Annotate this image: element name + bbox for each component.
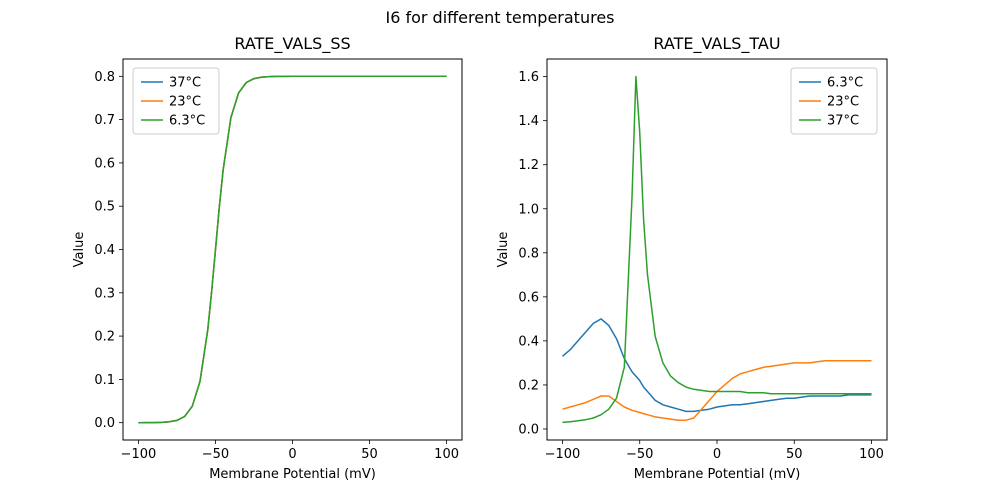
y-tick-label: 0.6 <box>94 156 115 171</box>
x-tick-label: 100 <box>859 447 884 462</box>
plot-title: RATE_VALS_TAU <box>653 34 780 54</box>
x-tick-label: 50 <box>361 447 378 462</box>
legend-label: 37°C <box>827 114 859 129</box>
y-tick-label: 0.1 <box>94 373 115 388</box>
x-axis-label: Membrane Potential (mV) <box>634 467 801 482</box>
series-line <box>562 318 872 413</box>
x-tick-label: −50 <box>626 447 653 462</box>
y-tick-label: 0.3 <box>94 286 115 301</box>
legend-label: 37°C <box>169 76 201 91</box>
series-line <box>562 359 872 421</box>
x-tick-label: 0 <box>713 447 721 462</box>
y-tick-label: 0.8 <box>518 246 539 261</box>
legend-frame <box>132 67 220 135</box>
legend-label: 6.3°C <box>169 114 205 129</box>
y-axis-label: Value <box>72 232 87 268</box>
x-tick-label: −100 <box>545 447 581 462</box>
y-tick-label: 1.4 <box>518 114 539 129</box>
legend-label: 23°C <box>827 95 859 110</box>
legend-frame <box>790 67 878 135</box>
figure-suptitle: I6 for different temperatures <box>385 8 615 27</box>
x-tick-label: −50 <box>202 447 229 462</box>
x-axis-label: Membrane Potential (mV) <box>209 467 376 482</box>
y-tick-label: 0.2 <box>94 330 115 345</box>
y-tick-label: 0.0 <box>518 422 539 437</box>
subplot-tau: −100 −50 0 50 100 0.0 0.2 0.4 0.6 0.8 1.0 1.2 1.4 1.6… <box>496 34 888 482</box>
legend: 6.3°C 23°C 37°C <box>790 67 878 135</box>
legend: 37°C 23°C 6.3°C <box>132 67 220 135</box>
plot-title: RATE_VALS_SS <box>234 34 350 54</box>
y-tick-label: 0.5 <box>94 200 115 215</box>
x-tick-label: −100 <box>121 447 157 462</box>
y-tick-label: 0.8 <box>94 70 115 85</box>
y-axis-label: Value <box>496 232 511 268</box>
y-tick-label: 0.2 <box>518 378 539 393</box>
x-tick-label: 100 <box>434 447 459 462</box>
legend-label: 23°C <box>169 95 201 110</box>
x-tick-label: 50 <box>786 447 803 462</box>
subplot-ss: −100 −50 0 50 100 0.0 0.1 0.2 0.3 0.4 0.5 0.6 0.7 0.8… <box>72 34 463 482</box>
x-tick-label: 0 <box>288 447 296 462</box>
y-tick-label: 0.4 <box>94 243 115 258</box>
y-tick-label: 1.6 <box>518 70 539 85</box>
y-tick-label: 1.2 <box>518 158 539 173</box>
y-tick-label: 0.6 <box>518 290 539 305</box>
y-tick-label: 0.0 <box>94 416 115 431</box>
legend-label: 6.3°C <box>827 76 863 91</box>
y-tick-label: 0.7 <box>94 113 115 128</box>
y-tick-label: 0.4 <box>518 334 539 349</box>
series-line <box>562 75 872 424</box>
y-tick-label: 1.0 <box>518 202 539 217</box>
series-line <box>138 75 447 424</box>
